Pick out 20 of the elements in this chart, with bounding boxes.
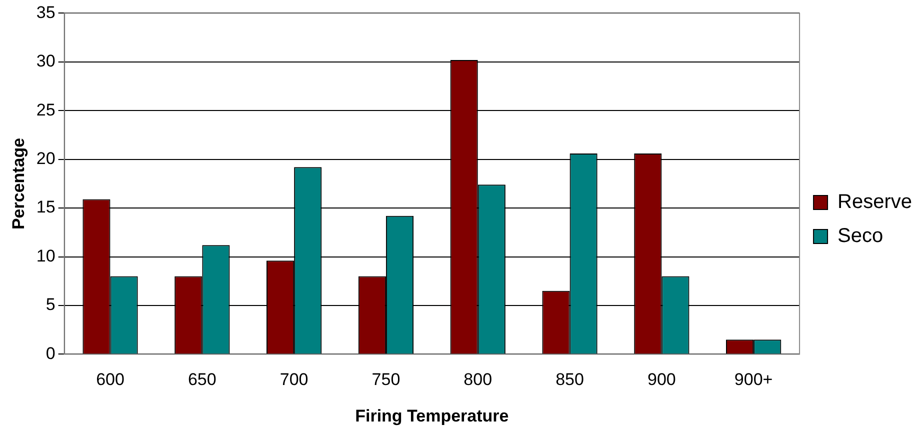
y-tick-label: 20 <box>36 149 56 168</box>
x-tick-label: 650 <box>188 370 216 390</box>
x-tick-label: 600 <box>96 370 124 390</box>
x-tick-label: 750 <box>372 370 400 390</box>
legend-label: Seco <box>838 225 884 248</box>
y-tick-label: 10 <box>36 246 56 266</box>
y-tick-label: 25 <box>36 100 56 120</box>
legend-label: Reserve <box>838 191 912 214</box>
y-tick-label: 35 <box>36 2 56 22</box>
x-axis-title: Firing Temperature <box>355 406 509 426</box>
y-axis-title: Percentage <box>8 138 28 230</box>
x-tick-label: 700 <box>280 370 308 390</box>
y-tick-label: 15 <box>36 198 56 217</box>
y-tick-label: 0 <box>46 344 56 363</box>
x-tick-label: 800 <box>464 370 492 390</box>
y-tick-label: 30 <box>36 52 56 71</box>
y-tick-label: 5 <box>46 295 56 314</box>
x-tick-label: 900+ <box>734 370 773 390</box>
x-tick-label: 850 <box>556 370 584 390</box>
x-tick-label: 900 <box>647 370 676 390</box>
